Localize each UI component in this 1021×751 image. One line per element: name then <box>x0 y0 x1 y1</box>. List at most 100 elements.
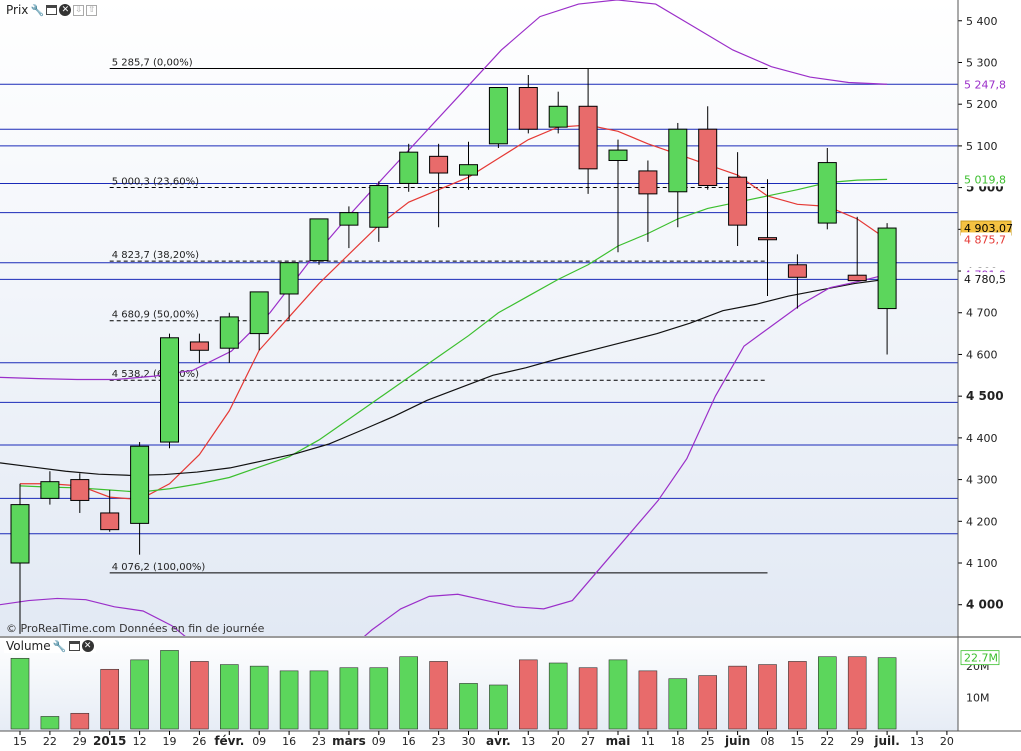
wrench-icon[interactable]: 🔧 <box>52 639 67 653</box>
y-axis-background <box>958 0 1021 751</box>
candle-body-down <box>429 155 449 174</box>
volume-bar <box>788 661 807 730</box>
price-plot-layer: 5 285,7 (0,00%) 5 000,3 (23,60%) 4 823,7 (… <box>0 0 958 636</box>
candle <box>279 262 299 322</box>
volume-bar <box>279 670 299 730</box>
candle-body-down <box>698 128 718 187</box>
watermark: © ProRealTime.com Données en fin de jour… <box>6 622 265 635</box>
candle-body-down <box>787 264 807 278</box>
candle-body-up <box>548 105 568 128</box>
y-tick-label: 5 300 <box>966 56 998 69</box>
x-tick-label: 16 <box>282 735 296 748</box>
candle <box>548 91 568 134</box>
close-icon[interactable]: ✕ <box>81 640 94 652</box>
volume-bar <box>847 656 867 730</box>
price-panel-header: Prix 🔧 ✕ ⇩ ⇧ <box>4 3 100 17</box>
volume-bar <box>728 665 747 730</box>
candle-body-up <box>668 128 688 193</box>
close-icon[interactable]: ✕ <box>59 4 72 16</box>
value-tag <box>961 77 1011 92</box>
volume-bar <box>190 661 209 730</box>
fibonacci-label: 4 538,2 (61,80%) <box>112 369 199 380</box>
x-tick-label: 09 <box>252 735 266 748</box>
volume-bar <box>100 668 119 730</box>
volume-panel-header: Volume 🔧 ✕ <box>4 639 96 653</box>
fibonacci-label: 4 076,2 (100,00%) <box>112 562 206 573</box>
fibonacci-label: 5 285,7 (0,00%) <box>112 57 193 68</box>
candle-body-down <box>70 479 90 501</box>
volume-bar <box>160 650 179 730</box>
x-tick-label: 19 <box>163 735 177 748</box>
candle <box>817 147 837 230</box>
move-down-icon[interactable]: ⇩ <box>73 4 85 16</box>
fibonacci-label: 4 680,9 (50,00%) <box>112 310 199 321</box>
price-plot-background <box>0 0 958 636</box>
candle-body-up <box>459 164 478 176</box>
x-tick-label: 29 <box>850 735 864 748</box>
x-tick-label: 27 <box>581 735 595 748</box>
candle-body-up <box>160 337 179 443</box>
x-tick-label: 30 <box>462 735 476 748</box>
volume-bar <box>489 684 508 730</box>
candle <box>219 312 239 363</box>
x-tick-label: 25 <box>701 735 715 748</box>
x-tick-label: 18 <box>671 735 685 748</box>
x-tick-label: 08 <box>761 735 775 748</box>
candle-body-up <box>219 316 239 349</box>
x-tick-label: 16 <box>402 735 416 748</box>
volume-bar <box>518 659 538 730</box>
volume-y-tick-label: 10M <box>966 692 990 705</box>
candle <box>459 141 478 190</box>
candle-body-down <box>100 512 120 531</box>
candle <box>847 216 867 282</box>
window-icon[interactable] <box>46 5 58 15</box>
volume-bar <box>40 716 60 730</box>
volume-bar <box>399 656 419 730</box>
value-tag-label: 4 780,5 <box>964 273 1006 286</box>
volume-bar <box>668 678 688 730</box>
candle-body-down <box>638 170 658 195</box>
candle <box>698 106 718 190</box>
x-tick-label: févr. <box>214 734 244 748</box>
x-tick-label: mai <box>606 734 631 748</box>
volume-plot-layer <box>10 650 897 730</box>
candle-body-up <box>817 162 837 224</box>
x-tick-label: juin <box>724 734 750 748</box>
x-tick-label: 26 <box>192 735 206 748</box>
volume-bar <box>220 664 239 730</box>
candle <box>578 68 598 194</box>
volume-bar <box>578 667 598 730</box>
x-tick-label: 12 <box>133 735 147 748</box>
volume-bar <box>608 659 628 730</box>
candle <box>608 139 628 253</box>
candle <box>309 218 329 265</box>
x-tick-label: 13 <box>521 735 535 748</box>
candle <box>429 143 449 228</box>
candle-body-up <box>130 445 150 524</box>
candle <box>728 152 748 247</box>
move-up-icon[interactable]: ⇧ <box>86 4 98 16</box>
candle <box>668 122 688 228</box>
candle <box>100 490 120 532</box>
candle <box>399 143 419 192</box>
x-tick-label: 09 <box>372 735 386 748</box>
candle <box>369 181 389 242</box>
y-tick-label: 4 600 <box>966 348 998 361</box>
candle-body-down <box>758 237 777 241</box>
volume-bar <box>548 662 568 730</box>
candle-body-up <box>369 185 389 228</box>
candle <box>339 206 359 249</box>
candle <box>249 291 269 351</box>
candle <box>10 483 30 634</box>
candle-body-up <box>488 87 508 145</box>
candle-body-up <box>249 291 269 335</box>
candle <box>758 179 777 297</box>
wrench-icon[interactable]: 🔧 <box>30 3 45 17</box>
volume-bar <box>369 667 389 730</box>
candle <box>189 333 209 363</box>
window-icon[interactable] <box>68 641 80 651</box>
value-tag <box>961 172 1011 187</box>
volume-bar <box>70 712 90 730</box>
y-tick-label: 4 300 <box>966 474 998 487</box>
